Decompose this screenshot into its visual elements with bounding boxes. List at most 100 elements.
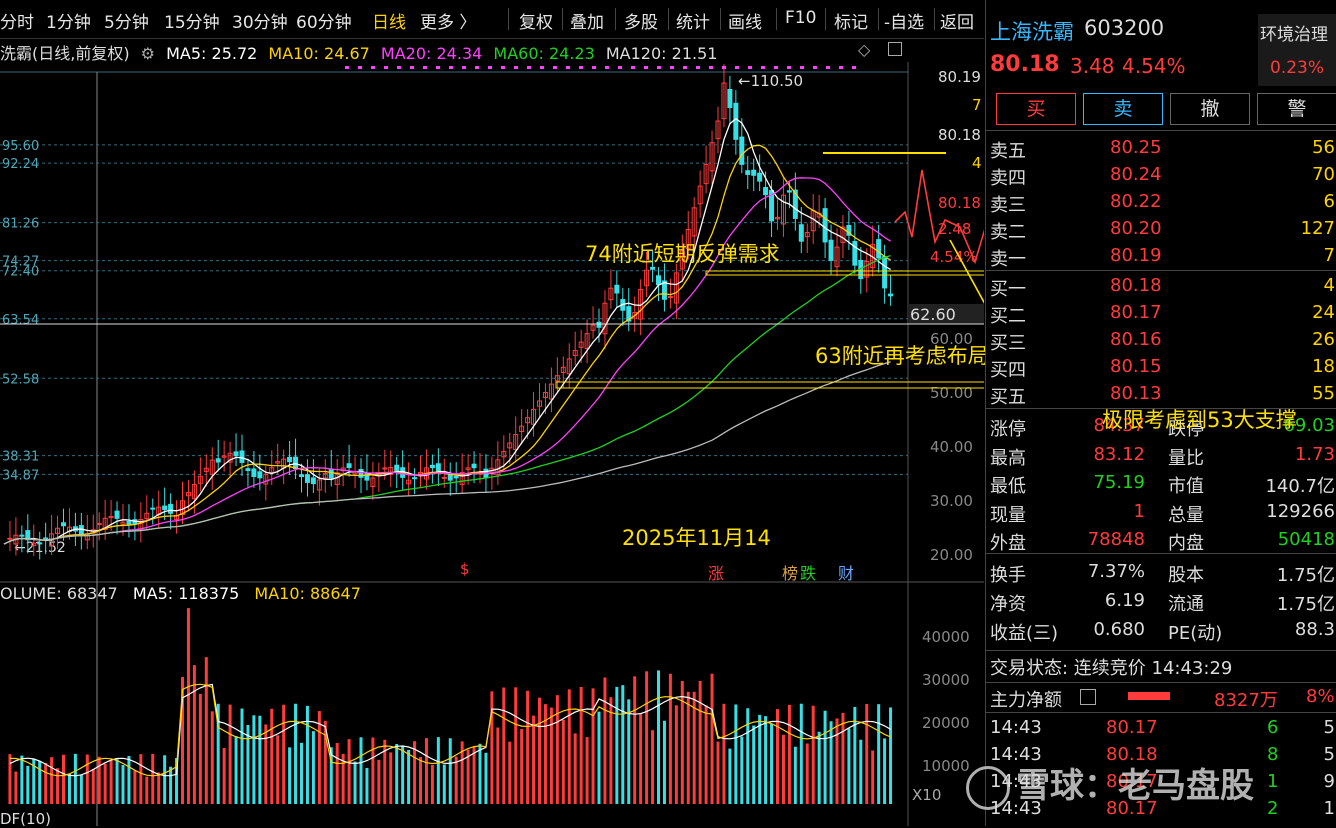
book-price: 80.19 [1110, 245, 1162, 266]
level-label: 38.31 [2, 450, 39, 465]
panel-toggle-icon[interactable] [888, 42, 902, 56]
toolbar-item-8[interactable]: 复权 [519, 13, 553, 33]
candle-body [757, 172, 763, 182]
ma-dot [397, 66, 401, 69]
volume-bar [508, 741, 512, 804]
candle-body [786, 190, 792, 193]
sector-tag[interactable]: 环境治理 0.23% [1258, 14, 1336, 86]
tick-row: 14:43 80.17 6 5 [986, 714, 1336, 743]
toolbar-item-5[interactable]: 60分钟 [296, 13, 352, 33]
toolbar-separator [508, 8, 509, 30]
volume-ma-line [9, 683, 891, 777]
toolbar-item-12[interactable]: 画线 [728, 13, 762, 33]
toolbar-item-7[interactable]: 更多 〉 [420, 13, 477, 33]
book-price: 80.24 [1110, 164, 1162, 185]
marker-s[interactable]: $ [460, 560, 470, 578]
ma-dot [410, 66, 414, 69]
volume-bar [127, 755, 131, 804]
candle-body [471, 463, 477, 469]
candle-body [275, 461, 281, 464]
ma-dot [657, 66, 661, 69]
tick-volume: 2 [1267, 798, 1279, 819]
candle-body [406, 479, 412, 485]
toolbar-item-4[interactable]: 30分钟 [232, 13, 288, 33]
volume-bar [573, 733, 577, 804]
diamond-icon[interactable]: ◇ [858, 40, 871, 59]
stat-label: 外盘 [990, 533, 1026, 554]
ma5-line [3, 117, 891, 545]
stock-code: 603200 [1084, 16, 1165, 40]
book-volume: 24 [1312, 302, 1335, 323]
sell-row: 卖五 80.25 56 [986, 134, 1336, 163]
ma-dot [748, 66, 752, 69]
stat-row: 最高 83.12 量比 1.73 [986, 441, 1336, 470]
volume-bar [103, 763, 107, 804]
candle-body [310, 477, 316, 485]
price-axis-label: 50.00 [930, 384, 973, 402]
volume-bar [835, 718, 839, 804]
volume-ma10: MA10: 88647 [254, 584, 361, 603]
marker-cai[interactable]: 财 [838, 564, 855, 583]
volume-bar [585, 737, 589, 804]
stat-value: 129266 [1266, 500, 1335, 522]
candle-body [685, 229, 691, 250]
ma-dot [813, 66, 817, 69]
tick-volume: 1 [1267, 771, 1279, 792]
toolbar-separator [720, 8, 721, 30]
volume-bar [639, 714, 643, 804]
sell-button[interactable]: 卖 [1083, 93, 1163, 125]
candle-body [370, 477, 376, 488]
marker-zhang[interactable]: 涨 [708, 564, 725, 583]
toolbar-item-11[interactable]: 统计 [676, 13, 710, 33]
price-tag-box [908, 304, 984, 324]
marker-die[interactable]: 跌 [800, 564, 817, 583]
toolbar-item-0[interactable]: 分时 [0, 13, 34, 33]
cancel-button[interactable]: 撤 [1170, 93, 1250, 125]
stat-value: 140.7亿 [1265, 476, 1335, 497]
toolbar-item-14[interactable]: 标记 [834, 13, 868, 33]
book-label: 买四 [990, 360, 1026, 381]
price-axis-label: 30.00 [930, 492, 973, 510]
stat-label: 收益(三) [990, 623, 1059, 644]
toolbar-item-1[interactable]: 1分钟 [46, 13, 91, 33]
volume-axis-label: 10000 [922, 757, 970, 775]
settings-icon[interactable]: ⚙ [140, 44, 156, 63]
toolbar-item-16[interactable]: 返回 [940, 13, 974, 33]
stat-value: 1 [1133, 500, 1145, 522]
book-volume: 26 [1312, 329, 1335, 350]
candle-body [632, 312, 638, 319]
toolbar-item-15[interactable]: -自选 [884, 13, 925, 33]
stat-label: 量比 [1168, 447, 1204, 469]
x10-button[interactable]: X10 [912, 786, 942, 804]
toolbar-item-13[interactable]: F10 [785, 8, 817, 28]
level-label: 52.58 [2, 372, 39, 387]
toolbar-item-2[interactable]: 5分钟 [104, 13, 149, 33]
buy-button[interactable]: 买 [996, 93, 1076, 125]
candle-body [7, 537, 13, 540]
candle-body [590, 324, 596, 331]
list-icon[interactable] [1080, 689, 1096, 705]
toolbar-item-10[interactable]: 多股 [624, 13, 658, 33]
toolbar-item-9[interactable]: 叠加 [570, 13, 604, 33]
price-change-pct: 4.54% [1122, 54, 1186, 78]
volume-bar [847, 728, 851, 804]
indicator-label[interactable]: DF(10) [0, 810, 51, 828]
toolbar-item-6[interactable]: 日线 [372, 13, 406, 33]
ma60-label: MA60: 24.23 [493, 44, 595, 63]
book-price: 80.16 [1110, 329, 1162, 350]
volume-bar [133, 770, 137, 804]
tick-price: 80.18 [1106, 744, 1158, 765]
book-volume: 55 [1312, 383, 1335, 404]
toolbar-item-3[interactable]: 15分钟 [164, 13, 220, 33]
candle-body [221, 455, 227, 458]
volume-bar [752, 725, 756, 804]
candle-body [751, 169, 757, 176]
marker-bang[interactable]: 榜 [782, 564, 799, 583]
quote-panel: 上海洗霸 603200 环境治理 0.23% 80.18 3.48 4.54% … [985, 0, 1336, 826]
book-volume: 6 [1323, 191, 1335, 212]
alert-button[interactable]: 警 [1257, 93, 1336, 125]
volume-bar [829, 721, 833, 804]
candle-body [888, 293, 894, 297]
volume-bar [805, 743, 809, 804]
